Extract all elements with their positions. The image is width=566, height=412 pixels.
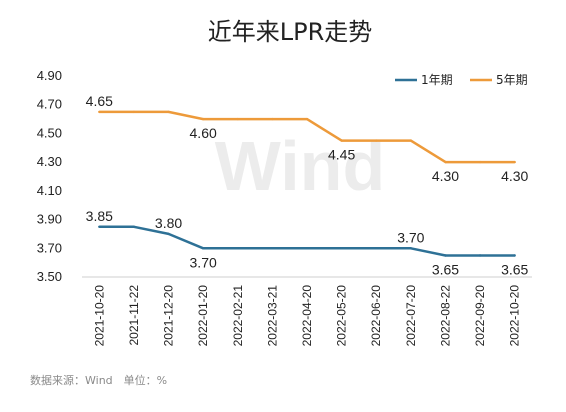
- data-point: [305, 117, 309, 121]
- data-label: 3.70: [190, 254, 217, 270]
- data-point: [271, 117, 274, 121]
- data-point: [132, 225, 136, 228]
- x-tick-label: 2022-10-20: [508, 285, 522, 347]
- data-label: 4.60: [190, 125, 217, 141]
- data-point: [305, 247, 309, 250]
- y-tick-label: 4.30: [37, 154, 62, 169]
- data-point: [375, 139, 378, 142]
- data-point: [132, 110, 136, 114]
- x-tick-label: 2022-06-20: [369, 285, 383, 347]
- y-tick-label: 3.90: [37, 212, 62, 227]
- data-point: [271, 247, 274, 250]
- data-point: [98, 110, 101, 114]
- x-tick-label: 2022-09-20: [473, 285, 487, 347]
- data-point: [478, 160, 482, 164]
- legend: 1年期 5年期: [395, 73, 528, 87]
- data-label: 4.30: [432, 168, 459, 184]
- x-tick-label: 2021-10-20: [92, 285, 106, 347]
- y-tick-label: 3.70: [37, 240, 62, 255]
- y-tick-label: 4.90: [37, 68, 62, 83]
- data-point: [340, 139, 343, 142]
- x-tick-label: 2022-08-22: [438, 285, 452, 347]
- x-tick-label: 2021-12-20: [162, 285, 176, 347]
- data-point: [236, 117, 239, 121]
- watermark: Wind: [215, 127, 385, 205]
- data-point: [236, 247, 239, 250]
- data-label: 4.45: [328, 147, 355, 163]
- data-point: [444, 254, 447, 257]
- x-tick-label: 2022-05-20: [335, 285, 349, 347]
- series-lines: [98, 110, 516, 257]
- x-tick-label: 2022-03-21: [265, 285, 279, 347]
- data-label: 3.80: [155, 215, 182, 231]
- data-label: 3.70: [397, 229, 424, 245]
- x-tick-label: 2022-02-21: [231, 285, 245, 347]
- y-tick-label: 3.50: [37, 269, 62, 284]
- data-label: 3.65: [432, 261, 459, 277]
- data-label: 4.65: [86, 93, 113, 109]
- data-point: [167, 110, 170, 114]
- x-tick-label: 2021-11-22: [127, 285, 141, 346]
- legend-label: 5年期: [496, 73, 528, 87]
- data-point: [340, 247, 343, 250]
- y-axis: 3.50 3.70 3.90 4.10 4.30 4.50 4.70 4.90: [37, 68, 62, 284]
- data-point: [513, 160, 516, 164]
- y-tick-label: 4.50: [37, 125, 62, 140]
- data-point: [409, 139, 412, 142]
- x-axis: 2021-10-20 2021-11-22 2021-12-20 2022-01-20…: [82, 276, 532, 347]
- data-point: [409, 247, 412, 250]
- legend-label: 1年期: [421, 73, 453, 87]
- data-point: [167, 232, 170, 236]
- data-label: 3.85: [86, 208, 113, 224]
- data-point: [98, 225, 101, 228]
- data-point: [202, 247, 205, 250]
- data-point: [444, 160, 447, 164]
- data-point: [513, 254, 516, 257]
- data-point: [375, 247, 378, 250]
- y-tick-label: 4.10: [37, 183, 62, 198]
- data-point: [478, 254, 482, 257]
- x-tick-label: 2022-04-20: [300, 285, 314, 347]
- y-tick-label: 4.70: [37, 97, 62, 112]
- chart-title: 近年来LPR走势: [208, 18, 373, 46]
- source-note: 数据来源：Wind 单位：%: [30, 373, 167, 387]
- data-label: 3.65: [501, 261, 528, 277]
- data-point: [202, 117, 205, 121]
- data-labels: 3.85 3.80 3.70 3.70 3.65 3.65 4.65 4.60 4.45 4.30…: [86, 93, 529, 278]
- x-tick-label: 2022-07-20: [404, 285, 418, 347]
- x-tick-label: 2022-01-20: [196, 285, 210, 347]
- data-label: 4.30: [501, 168, 528, 184]
- series-line-1y: [99, 225, 515, 257]
